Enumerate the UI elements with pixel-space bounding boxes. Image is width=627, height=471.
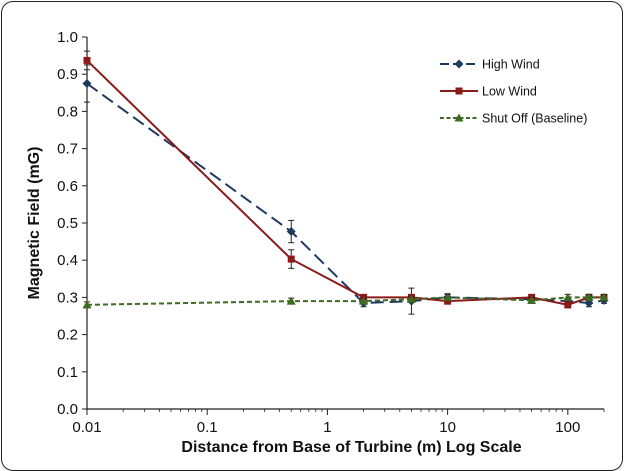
data-point: [286, 227, 296, 237]
data-point: [584, 292, 594, 301]
data-point: [83, 56, 91, 64]
y-tick-label: 0.5: [57, 215, 78, 232]
data-point: [564, 301, 572, 309]
data-point: [444, 297, 452, 305]
axes: 0.0 0.1 0.2 0.3 0.4 0.5 0.6 0.7 0.8 0.9 1.0 0.01 0.1…: [57, 29, 605, 436]
data-point: [563, 292, 573, 301]
x-tick-label: 1: [323, 419, 331, 436]
y-axis-title: Magnetic Field (mG): [26, 147, 43, 300]
legend: High Wind Low Wind Shut Off (Baseline): [440, 58, 587, 126]
data-point: [599, 292, 609, 301]
x-axis-title: Distance from Base of Turbine (m) Log Sc…: [181, 439, 521, 456]
y-tick-label: 0.4: [57, 252, 78, 269]
x-tick-label: 100: [555, 419, 580, 436]
data-point: [359, 296, 369, 305]
y-tick-label: 1.0: [57, 29, 78, 46]
y-tick-label: 0.9: [57, 66, 78, 83]
data-point: [406, 294, 416, 303]
series-layer: [82, 50, 609, 315]
data-point: [82, 79, 92, 88]
x-tick-label: 10: [439, 419, 456, 436]
legend-item: High Wind: [440, 58, 540, 72]
y-tick-label: 0.7: [57, 141, 78, 158]
series-high-wind: [82, 64, 609, 315]
series-shut-off-baseline: [82, 292, 609, 309]
legend-item: Low Wind: [440, 85, 537, 99]
legend-label: High Wind: [482, 58, 540, 72]
line-chart: 0.0 0.1 0.2 0.3 0.4 0.5 0.6 0.7 0.8 0.9 1.0 0.01 0.1…: [26, 29, 609, 456]
y-tick-label: 0.2: [57, 327, 78, 344]
legend-label: Low Wind: [482, 85, 537, 99]
x-tick-label: 0.1: [197, 419, 218, 436]
x-tick-label: 0.01: [72, 419, 101, 436]
y-tick-label: 0.6: [57, 178, 78, 195]
y-tick-label: 0.8: [57, 103, 78, 120]
legend-swatch-marker: [454, 113, 464, 122]
y-tick-label: 0.3: [57, 289, 78, 306]
y-tick-label: 0.1: [57, 364, 78, 381]
legend-swatch-marker: [454, 59, 464, 69]
data-point: [286, 296, 296, 305]
data-point: [82, 300, 92, 309]
y-tick-label: 0.0: [57, 401, 78, 418]
data-point: [527, 295, 537, 304]
legend-label: Shut Off (Baseline): [482, 112, 587, 126]
data-point: [443, 292, 453, 301]
legend-swatch-marker: [455, 87, 463, 95]
legend-item: Shut Off (Baseline): [440, 112, 587, 126]
data-point: [287, 255, 295, 263]
